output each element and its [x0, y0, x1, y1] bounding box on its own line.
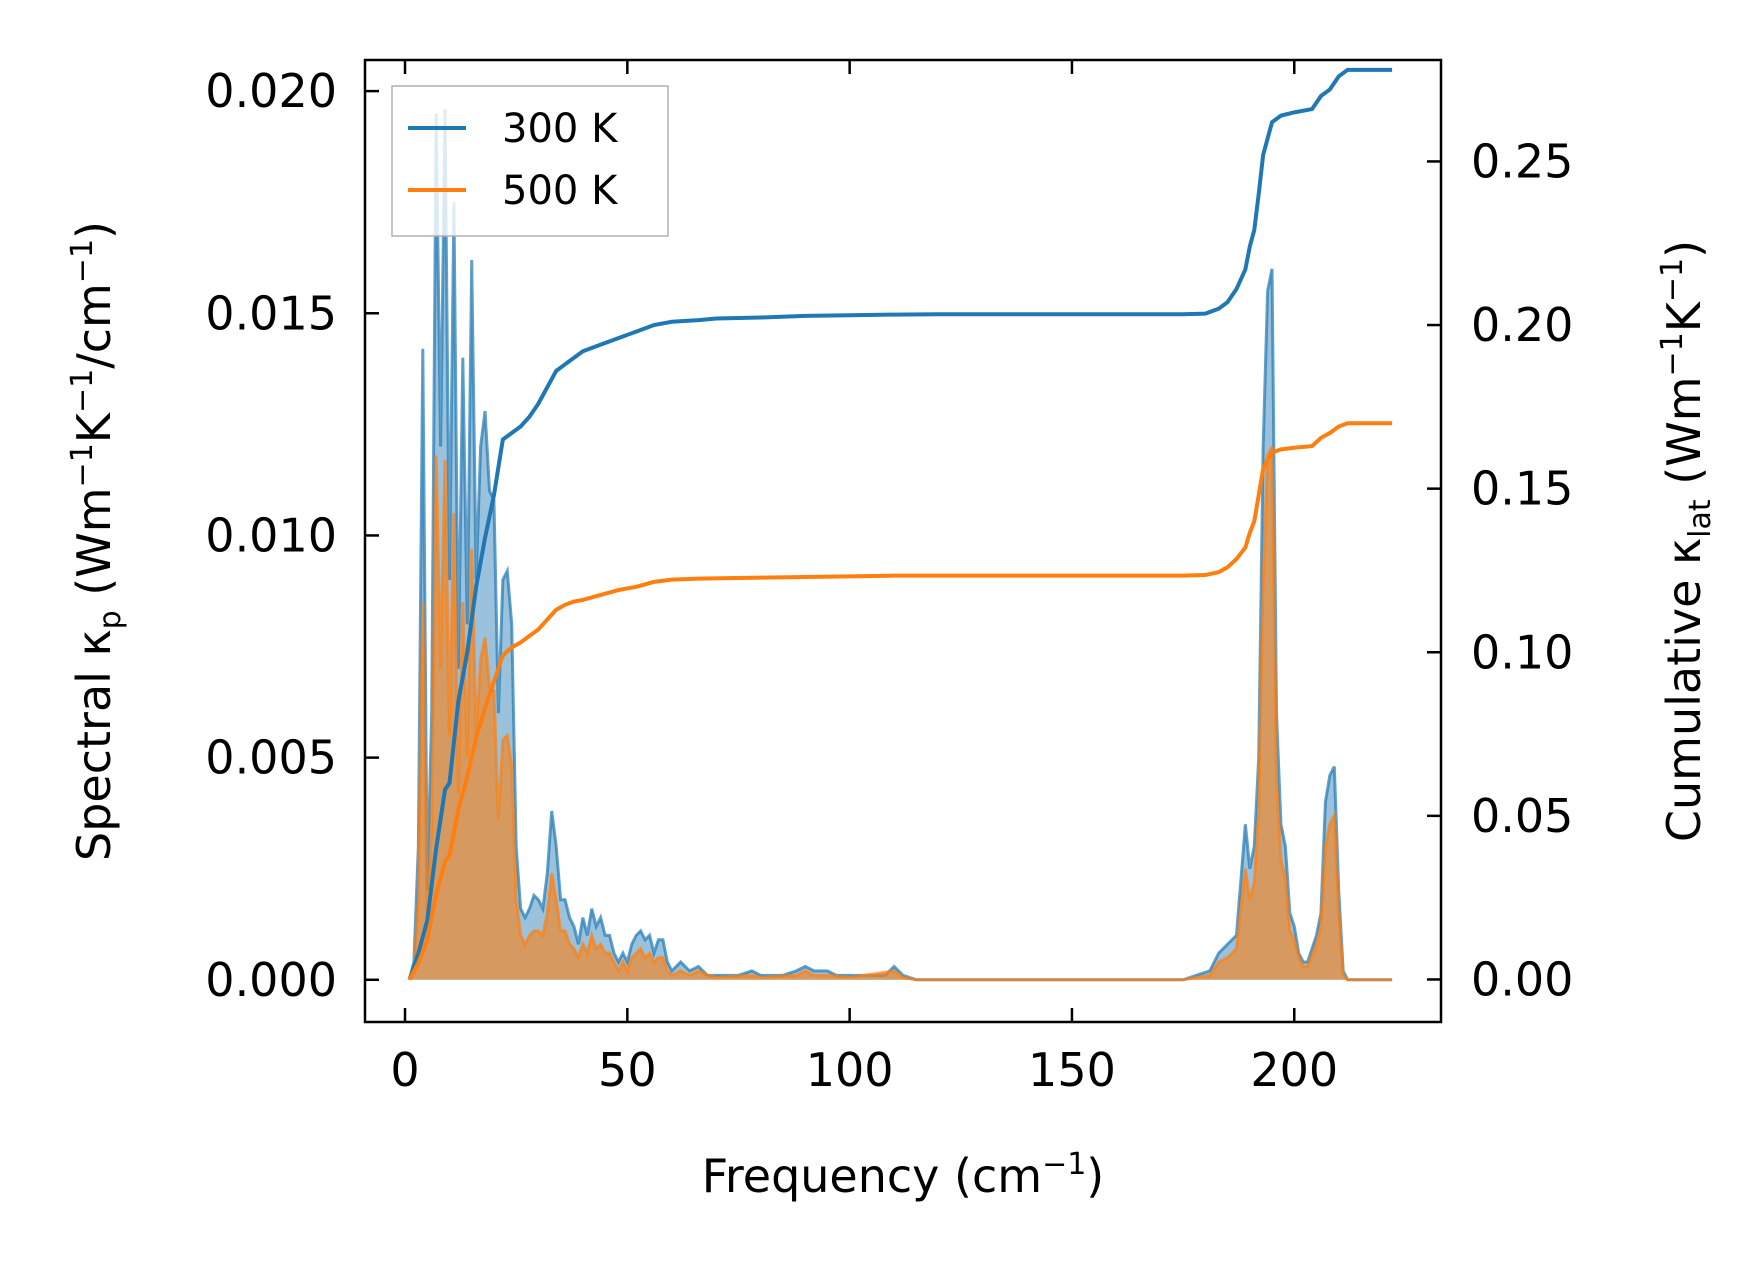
x-axis: 0 50 100 150 200 [390, 60, 1338, 1097]
x-tick-label-100: 100 [806, 1043, 894, 1097]
x-axis-label: Frequency (cm−1) [702, 1147, 1105, 1203]
x-tick-label-200: 200 [1250, 1043, 1338, 1097]
y-left-tick-label-1: 0.005 [205, 731, 337, 785]
y-axis-left-label: Spectral κp (Wm−1K−1/cm−1) [65, 221, 128, 861]
y-left-tick-label-2: 0.010 [205, 508, 337, 562]
y-right-tick-label-1: 0.05 [1471, 789, 1573, 843]
cumulative-line-500k [407, 421, 1393, 981]
y-right-tick-label-4: 0.20 [1471, 298, 1573, 352]
spectral-area-500k [409, 446, 1393, 980]
plot-series [407, 67, 1393, 982]
spectral-line-500k [408, 445, 1393, 982]
y-left-tick-label-4: 0.020 [205, 64, 337, 118]
y-left-tick-label-0: 0.000 [205, 953, 337, 1007]
y-right-tick-label-0: 0.00 [1471, 952, 1573, 1006]
y-right-tick-label-3: 0.15 [1471, 462, 1573, 516]
cumulative-line-300k [407, 67, 1393, 981]
legend: 300 K 500 K [391, 85, 669, 237]
y-right-tick-label-5: 0.25 [1471, 134, 1573, 188]
plot-frame [363, 58, 1443, 1024]
x-tick-label-50: 50 [598, 1043, 657, 1097]
x-tick-label-150: 150 [1028, 1043, 1116, 1097]
legend-label-300k: 300 K [502, 106, 619, 152]
x-tick-label-0: 0 [390, 1043, 419, 1097]
y-axis-right-label: Cumulative κlat (Wm−1K−1) [1655, 240, 1718, 842]
y-left-tick-label-3: 0.015 [205, 286, 337, 340]
spectral-line-300k [408, 108, 1393, 982]
y-right-tick-label-2: 0.10 [1471, 625, 1573, 679]
y-axis-right: 0.00 0.05 0.10 0.15 0.20 0.25 [1427, 134, 1573, 1006]
y-axis-left: 0.000 0.005 0.010 0.015 0.020 [205, 64, 379, 1007]
legend-box [391, 85, 669, 237]
legend-label-500k: 500 K [502, 168, 619, 214]
